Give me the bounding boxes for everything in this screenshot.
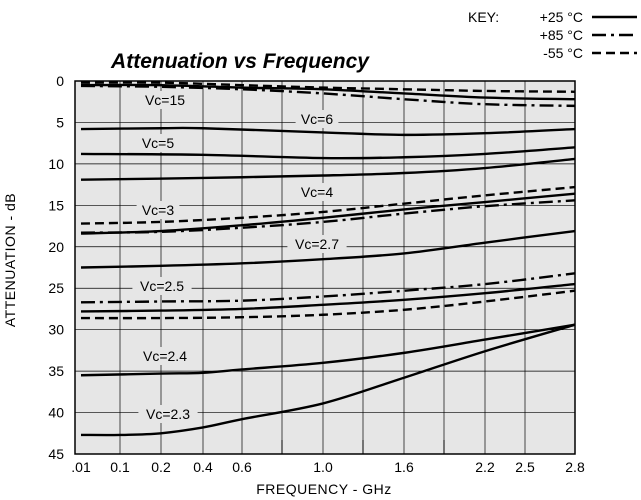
x-tick-label: 1.6 — [394, 459, 414, 475]
series-line-vc-3-dashed — [80, 185, 576, 225]
y-tick-label: 35 — [48, 363, 64, 379]
annotation-label: Vc=6 — [301, 111, 334, 127]
series-line-vc-15-dashed — [80, 81, 576, 93]
tick-label-group: .01 0.1 0.2 0.4 0.6 1.0 1.6 2.2 2.5 2.8 0 5 10 15 20 25… — [48, 73, 585, 475]
y-tick-label: 10 — [48, 156, 64, 172]
annotation-label: Vc=2.5 — [140, 278, 184, 294]
series-line-vc-2-3-solid — [80, 323, 576, 437]
x-tick-label: 0.4 — [193, 459, 213, 475]
y-tick-label: 0 — [56, 73, 64, 89]
annotation-label: Vc=5 — [142, 135, 175, 151]
x-tick-label: 1.0 — [313, 459, 333, 475]
series-line-vc-2-4-solid — [80, 323, 576, 377]
y-axis-title: ATTENUATION - dB — [2, 193, 18, 327]
legend-label: -55 °C — [543, 45, 583, 61]
annotation-bg — [138, 405, 198, 423]
annotation-label: Vc=4 — [301, 184, 334, 200]
annotation-group: Vc=15 Vc=6 Vc=5 Vc=4 Vc=3 Vc=2.7 Vc=2.5 Vc=2.4 V… — [132, 91, 347, 423]
series-line-vc-15-solid — [80, 83, 576, 101]
legend-label: +85 °C — [540, 27, 583, 43]
annotation-bg — [132, 277, 192, 295]
legend-title: KEY: — [468, 9, 499, 25]
series-line-vc-3-solid — [80, 192, 576, 235]
series-line-vc-2-5-solid — [80, 282, 576, 313]
legend: KEY: +25 °C +85 °C -55 °C — [468, 9, 637, 61]
annotation-label: Vc=15 — [145, 92, 185, 108]
annotation-bg — [139, 91, 191, 109]
annotation-bg — [136, 201, 180, 219]
x-axis-title: FREQUENCY - GHz — [256, 481, 392, 497]
x-tick-label: 2.2 — [475, 459, 495, 475]
grid — [75, 81, 575, 454]
annotation-bg — [295, 110, 339, 128]
annotation-label: Vc=3 — [142, 202, 175, 218]
x-tick-label: .01 — [71, 459, 91, 475]
series-line-vc-2-5-dashed — [80, 289, 576, 320]
series-line-vc-6-solid — [80, 126, 576, 137]
x-tick-label: 0.2 — [151, 459, 171, 475]
x-tick-label: 0.1 — [110, 459, 130, 475]
annotation-bg — [136, 134, 180, 152]
y-tick-label: 30 — [48, 322, 64, 338]
series-line-vc-3-dashdot — [80, 199, 576, 234]
annotation-bg — [295, 183, 339, 201]
y-tick-label: 40 — [48, 405, 64, 421]
y-tick-label: 5 — [56, 114, 64, 130]
annotation-label: Vc=2.4 — [143, 348, 187, 364]
annotation-label: Vc=2.3 — [146, 406, 190, 422]
series-line-vc-2-7-solid — [80, 229, 576, 269]
legend-label: +25 °C — [540, 9, 583, 25]
series-line-vc-4-solid — [80, 157, 576, 181]
series-line-vc-5-solid — [80, 146, 576, 160]
x-tick-label: 2.8 — [565, 459, 585, 475]
y-tick-label: 15 — [48, 197, 64, 213]
annotation-bg — [135, 347, 195, 365]
chart-title: Attenuation vs Frequency — [110, 50, 370, 73]
series-group — [80, 81, 576, 437]
y-tick-label: 25 — [48, 280, 64, 296]
plot-border — [74, 80, 576, 455]
y-tick-label: 20 — [48, 239, 64, 255]
x-tick-label: 0.6 — [232, 459, 252, 475]
y-tick-label: 45 — [48, 446, 64, 462]
x-tick-label: 2.5 — [515, 459, 535, 475]
annotation-bg — [287, 235, 347, 253]
annotation-label: Vc=2.7 — [295, 236, 339, 252]
